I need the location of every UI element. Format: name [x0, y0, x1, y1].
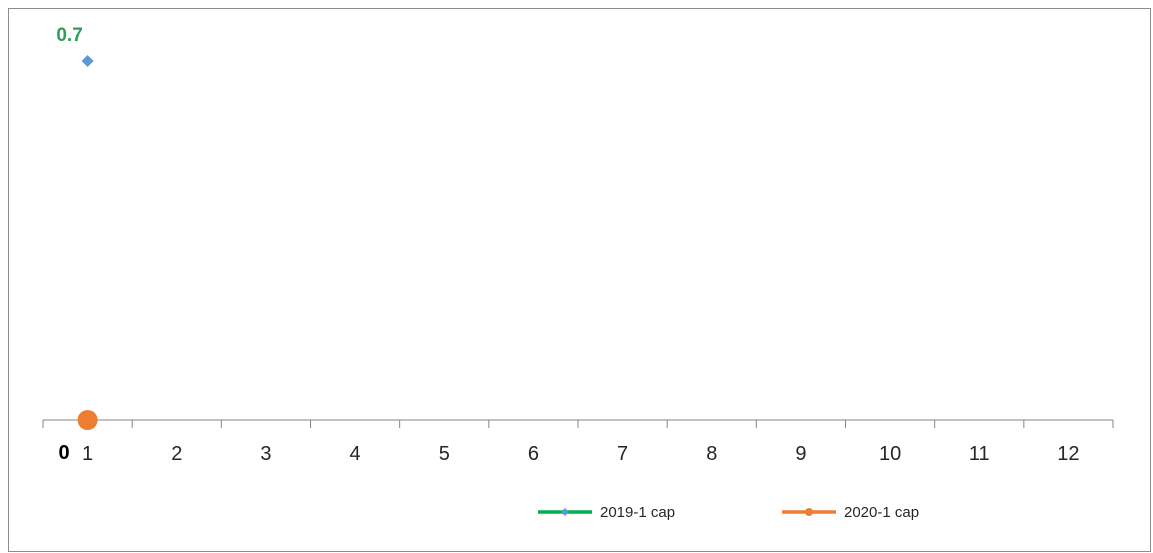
- legend-label: 2020-1 cap: [844, 504, 919, 521]
- legend-marker-diamond: [561, 508, 569, 516]
- y-min-label: 0: [58, 442, 69, 464]
- x-tick-label: 7: [617, 443, 628, 465]
- chart-frame: [8, 8, 1151, 552]
- x-tick-label: 4: [350, 443, 361, 465]
- x-tick-label: 2: [171, 443, 182, 465]
- legend-marker-circle: [805, 508, 813, 516]
- x-tick-label: 12: [1057, 443, 1079, 465]
- series-2020-point: [77, 410, 98, 430]
- x-tick-label: 8: [706, 443, 717, 465]
- legend-label: 2019-1 cap: [600, 504, 675, 521]
- x-tick-label: 9: [795, 443, 806, 465]
- x-tick-label: 1: [82, 443, 93, 465]
- x-tick-label: 6: [528, 443, 539, 465]
- x-tick-label: 10: [879, 443, 901, 465]
- x-tick-label: 5: [439, 443, 450, 465]
- series-2019-point: [81, 55, 94, 67]
- data-label: 0.7: [56, 25, 82, 46]
- x-tick-label: 11: [969, 443, 990, 465]
- x-tick-label: 3: [260, 443, 271, 465]
